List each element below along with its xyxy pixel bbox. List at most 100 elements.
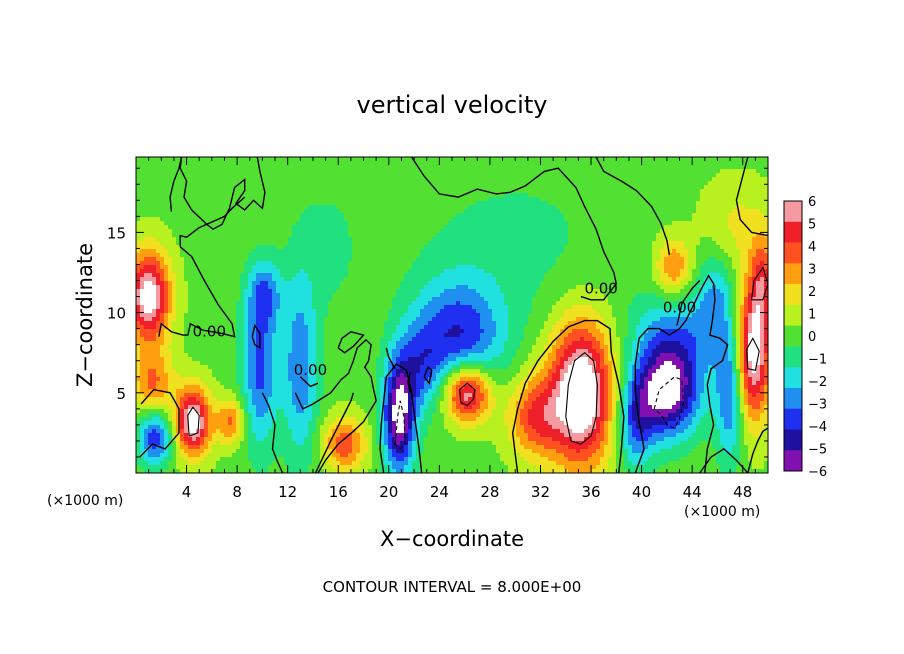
heatmap-cell: [476, 253, 481, 258]
heatmap-cell: [752, 261, 757, 266]
heatmap-cell: [436, 253, 441, 258]
heatmap-cell: [680, 233, 685, 238]
heatmap-cell: [392, 217, 397, 222]
heatmap-cell: [220, 193, 225, 198]
heatmap-cell: [720, 225, 725, 230]
heatmap-cell: [360, 213, 365, 218]
heatmap-cell: [668, 169, 673, 174]
heatmap-cell: [652, 205, 657, 210]
heatmap-cell: [200, 205, 205, 210]
heatmap-cell: [140, 209, 145, 214]
heatmap-cell: [428, 269, 433, 274]
heatmap-cell: [408, 245, 413, 250]
heatmap-cell: [152, 249, 157, 254]
heatmap-cell: [420, 169, 425, 174]
heatmap-cell: [340, 161, 345, 166]
heatmap-cell: [576, 185, 581, 190]
heatmap-cell: [376, 197, 381, 202]
heatmap-cell: [408, 241, 413, 246]
heatmap-cell: [764, 249, 768, 254]
heatmap-cell: [472, 193, 477, 198]
heatmap-cell: [244, 229, 249, 234]
heatmap-cell: [176, 173, 181, 178]
heatmap-cell: [336, 197, 341, 202]
heatmap-cell: [424, 265, 429, 270]
heatmap-cell: [460, 173, 465, 178]
heatmap-cell: [468, 197, 473, 202]
heatmap-cell: [516, 213, 521, 218]
heatmap-cell: [272, 213, 277, 218]
heatmap-cell: [288, 185, 293, 190]
heatmap-cell: [488, 261, 493, 266]
heatmap-cell: [536, 209, 541, 214]
heatmap-cell: [388, 165, 393, 170]
heatmap-cell: [508, 173, 513, 178]
heatmap-cell: [576, 205, 581, 210]
heatmap-cell: [584, 241, 589, 246]
heatmap-cell: [372, 217, 377, 222]
heatmap-cell: [468, 181, 473, 186]
heatmap-cell: [680, 253, 685, 258]
heatmap-cell: [584, 225, 589, 230]
heatmap-cell: [136, 193, 141, 198]
heatmap-cell: [320, 241, 325, 246]
heatmap-cell: [208, 273, 213, 278]
heatmap-cell: [248, 209, 253, 214]
heatmap-cell: [636, 197, 641, 202]
heatmap-cell: [424, 253, 429, 258]
heatmap-cell: [416, 273, 421, 278]
heatmap-cell: [472, 253, 477, 258]
heatmap-cell: [448, 237, 453, 242]
heatmap-cell: [592, 253, 597, 258]
heatmap-cell: [364, 257, 369, 262]
heatmap-cell: [252, 221, 257, 226]
heatmap-cell: [684, 213, 689, 218]
heatmap-cell: [148, 201, 153, 206]
heatmap-cell: [652, 233, 657, 238]
heatmap-cell: [704, 229, 709, 234]
heatmap-cell: [580, 181, 585, 186]
heatmap-cell: [740, 229, 745, 234]
heatmap-cell: [712, 265, 717, 270]
heatmap-cell: [344, 217, 349, 222]
heatmap-cell: [528, 261, 533, 266]
heatmap-cell: [212, 221, 217, 226]
heatmap-cell: [704, 161, 709, 166]
heatmap-cell: [372, 201, 377, 206]
heatmap-cell: [544, 245, 549, 250]
heatmap-cell: [288, 181, 293, 186]
heatmap-cell: [640, 201, 645, 206]
heatmap-cell: [644, 269, 649, 274]
heatmap-cell: [468, 201, 473, 206]
heatmap-cell: [492, 233, 497, 238]
heatmap-cell: [584, 237, 589, 242]
heatmap-cell: [160, 201, 165, 206]
heatmap-cell: [708, 237, 713, 242]
heatmap-cell: [584, 221, 589, 226]
heatmap-cell: [148, 209, 153, 214]
heatmap-cell: [148, 241, 153, 246]
heatmap-cell: [624, 233, 629, 238]
heatmap-cell: [232, 229, 237, 234]
heatmap-cell: [676, 257, 681, 262]
heatmap-cell: [376, 233, 381, 238]
heatmap-cell: [716, 197, 721, 202]
heatmap-cell: [560, 245, 565, 250]
heatmap-cell: [236, 177, 241, 182]
heatmap-cell: [464, 189, 469, 194]
heatmap-cell: [416, 169, 421, 174]
heatmap-cell: [360, 161, 365, 166]
heatmap-cell: [200, 189, 205, 194]
heatmap-cell: [652, 229, 657, 234]
heatmap-cell: [308, 169, 313, 174]
heatmap-cell: [652, 249, 657, 254]
heatmap-cell: [208, 237, 213, 242]
heatmap-cell: [188, 245, 193, 250]
heatmap-cell: [256, 173, 261, 178]
heatmap-cell: [532, 189, 537, 194]
heatmap-cell: [136, 221, 141, 226]
heatmap-cell: [564, 233, 569, 238]
heatmap-cell: [656, 237, 661, 242]
heatmap-cell: [416, 161, 421, 166]
heatmap-cell: [332, 273, 337, 278]
